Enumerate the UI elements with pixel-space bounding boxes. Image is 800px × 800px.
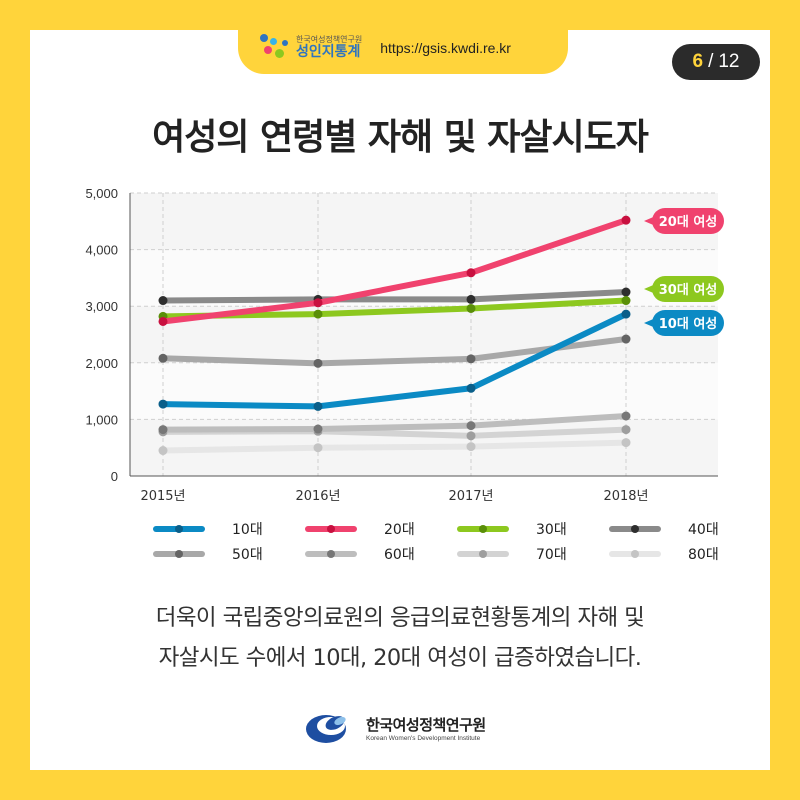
data-point-10대	[466, 383, 476, 393]
data-point-50대	[621, 334, 631, 344]
callout-bubble	[652, 276, 724, 302]
footer-org-en: Korean Women's Development Institute	[366, 735, 481, 742]
legend-label-30대: 30대	[536, 522, 567, 538]
y-tick-label: 0	[111, 469, 118, 484]
data-point-80대	[466, 442, 476, 452]
legend-label-10대: 10대	[232, 522, 263, 538]
callout-label: 20대 여성	[659, 214, 718, 230]
data-point-70대	[621, 425, 631, 435]
y-tick-label: 2,000	[85, 356, 118, 371]
data-point-40대	[158, 296, 168, 306]
data-point-40대	[466, 294, 476, 304]
legend-label-40대: 40대	[688, 522, 719, 538]
data-point-70대	[466, 431, 476, 441]
x-tick-label: 2015년	[140, 489, 185, 504]
caption-line-2: 자살시도 수에서 10대, 20대 여성이 급증하였습니다.	[158, 645, 642, 671]
site-url-link[interactable]: https://gsis.kwdi.re.kr	[380, 40, 511, 56]
y-tick-label: 3,000	[85, 299, 118, 314]
data-point-20대	[466, 268, 476, 278]
data-point-60대	[466, 421, 476, 431]
data-point-40대	[621, 287, 631, 297]
data-point-80대	[621, 438, 631, 448]
brand-name: 성인지통계	[296, 43, 361, 60]
footer-logo: 한국여성정책연구원 Korean Women's Development Ins…	[302, 710, 486, 746]
legend-label-20대: 20대	[384, 522, 415, 538]
series-line-10대	[160, 311, 629, 410]
legend-dot-20대	[327, 525, 335, 533]
data-point-60대	[158, 425, 168, 435]
data-point-50대	[313, 358, 323, 368]
data-point-30대	[621, 296, 631, 306]
legend-dot-30대	[479, 525, 487, 533]
legend-label-80대: 80대	[688, 547, 719, 563]
data-point-60대	[621, 411, 631, 421]
x-tick-label: 2018년	[603, 489, 648, 504]
series-line-40대	[160, 289, 629, 304]
callout-label: 30대 여성	[659, 282, 718, 298]
x-tick-label: 2016년	[295, 489, 340, 504]
brand-logo-icon	[260, 32, 290, 64]
legend-label-70대: 70대	[536, 547, 567, 563]
data-point-30대	[313, 309, 323, 319]
data-point-50대	[158, 353, 168, 363]
data-point-10대	[621, 309, 631, 319]
data-point-80대	[313, 443, 323, 453]
data-point-50대	[466, 354, 476, 364]
data-point-20대	[313, 298, 323, 308]
series-line-30대	[160, 297, 629, 320]
data-point-10대	[158, 399, 168, 409]
legend-dot-80대	[631, 550, 639, 558]
legend-label-60대: 60대	[384, 547, 415, 563]
x-tick-label: 2017년	[448, 489, 493, 504]
page-separator: /	[708, 51, 714, 72]
series-line-20대	[160, 217, 629, 325]
page-counter: 6 / 12	[672, 44, 760, 80]
series-line-60대	[160, 413, 629, 433]
data-point-80대	[158, 446, 168, 456]
legend-dot-40대	[631, 525, 639, 533]
callout-bubble	[652, 310, 724, 336]
y-tick-label: 4,000	[85, 243, 118, 258]
page-current: 6	[692, 51, 704, 72]
legend-dot-50대	[175, 550, 183, 558]
data-point-20대	[621, 215, 631, 225]
y-tick-label: 5,000	[85, 186, 118, 201]
page-total: 12	[718, 51, 740, 72]
kwdi-logo-icon	[306, 715, 346, 743]
legend-dot-70대	[479, 550, 487, 558]
callout-bubble	[652, 208, 724, 234]
legend-dot-10대	[175, 525, 183, 533]
series-line-80대	[160, 439, 629, 454]
legend-dot-60대	[327, 550, 335, 558]
callout-label: 10대 여성	[659, 316, 718, 332]
page-title: 여성의 연령별 자해 및 자살시도자	[152, 117, 649, 158]
data-point-20대	[158, 316, 168, 326]
footer-org-name: 한국여성정책연구원	[366, 716, 486, 734]
caption-line-1: 더욱이 국립중앙의료원의 응급의료현황통계의 자해 및	[155, 605, 645, 631]
brand-org-label: 한국여성정책연구원	[296, 34, 363, 44]
data-point-60대	[313, 424, 323, 434]
y-tick-label: 1,000	[85, 412, 118, 427]
caption: 더욱이 국립중앙의료원의 응급의료현황통계의 자해 및 자살시도 수에서 10대…	[60, 598, 740, 678]
data-point-30대	[466, 303, 476, 313]
legend-label-50대: 50대	[232, 547, 263, 563]
header-tab: 한국여성정책연구원 성인지통계 https://gsis.kwdi.re.kr	[238, 22, 568, 74]
data-point-10대	[313, 401, 323, 411]
